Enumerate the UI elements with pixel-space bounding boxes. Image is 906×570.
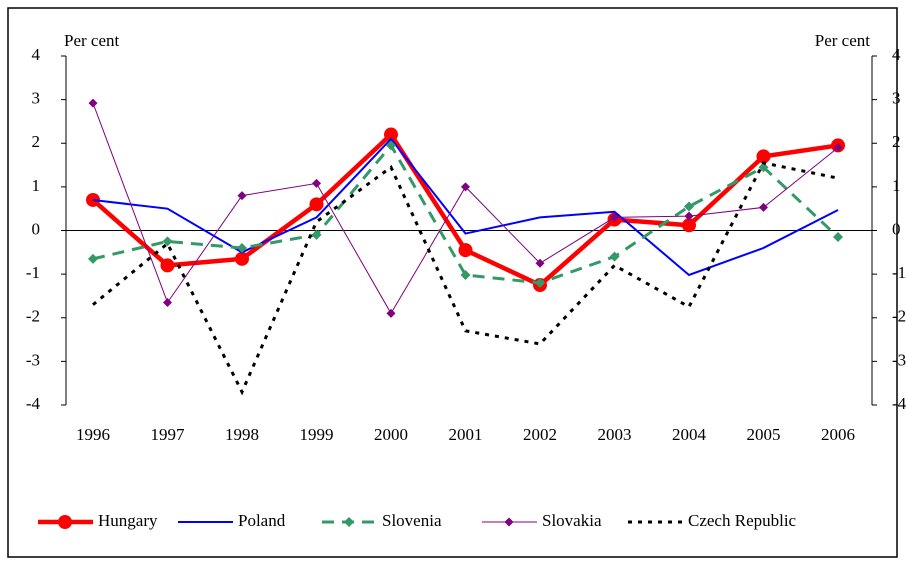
legend-marker: [504, 517, 514, 527]
data-point: [458, 243, 473, 258]
data-point: [163, 297, 172, 307]
legend-label: Poland: [238, 511, 286, 530]
data-point: [610, 212, 619, 222]
data-point: [386, 308, 396, 318]
data-point: [833, 143, 843, 153]
data-point: [460, 269, 471, 280]
data-point: [88, 98, 98, 108]
data-point: [461, 182, 470, 192]
y-axis-label: Per cent: [64, 31, 120, 50]
y2-tick-label: -3: [892, 350, 906, 369]
data-point: [684, 201, 694, 212]
legend-marker: [344, 517, 354, 527]
data-point: [237, 191, 247, 201]
data-point: [758, 162, 769, 173]
x-tick-label: 2001: [449, 425, 483, 444]
legend-label: Hungary: [98, 511, 158, 530]
y2-tick-label: -1: [892, 263, 906, 282]
x-tick-label: 1998: [225, 425, 259, 444]
legend-label: Czech Republic: [688, 511, 797, 530]
data-point: [162, 236, 173, 247]
data-point: [609, 251, 620, 262]
legend-label: Slovenia: [382, 511, 442, 530]
y2-tick-label: 0: [892, 219, 901, 238]
y2-axis-label: Per cent: [815, 31, 871, 50]
series-line: [92, 137, 839, 277]
data-point: [682, 218, 696, 233]
y-tick-label: 2: [32, 132, 41, 151]
data-point: [759, 202, 768, 212]
y-tick-label: 1: [32, 176, 41, 195]
x-tick-label: 1997: [151, 425, 186, 444]
x-tick-label: 2004: [672, 425, 707, 444]
y2-tick-label: -2: [892, 307, 906, 326]
data-point: [235, 251, 249, 266]
x-tick-label: 1999: [300, 425, 334, 444]
series-line: [92, 142, 840, 285]
y2-tick-label: 2: [892, 132, 901, 151]
data-point: [309, 197, 324, 212]
x-tick-label: 2000: [374, 425, 408, 444]
y-tick-label: 4: [32, 45, 41, 64]
x-tick-label: 1996: [76, 425, 110, 444]
data-point: [311, 229, 322, 240]
chart-frame: [7, 7, 898, 558]
x-tick-label: 2005: [747, 425, 781, 444]
y2-tick-label: 3: [892, 89, 901, 108]
data-point: [535, 258, 545, 268]
data-point: [88, 253, 98, 264]
x-tick-label: 2002: [523, 425, 557, 444]
y2-tick-label: -4: [892, 394, 906, 413]
y-tick-label: 3: [32, 89, 41, 108]
y-tick-label: -2: [26, 307, 40, 326]
y-tick-label: -3: [26, 350, 40, 369]
data-point: [535, 277, 545, 288]
data-point: [160, 258, 175, 273]
data-point: [833, 232, 843, 243]
series-line: [92, 161, 839, 396]
y2-tick-label: 1: [892, 176, 901, 195]
data-point: [684, 211, 694, 221]
y-tick-label: 0: [32, 219, 41, 238]
data-point: [756, 149, 771, 164]
data-point: [312, 178, 321, 188]
y-tick-label: -4: [26, 394, 41, 413]
data-point: [386, 140, 396, 151]
data-point: [237, 242, 247, 253]
x-tick-label: 2003: [598, 425, 632, 444]
y-tick-label: -1: [26, 263, 40, 282]
y2-tick-label: 4: [892, 45, 901, 64]
data-point: [384, 127, 398, 142]
legend-label: Slovakia: [542, 511, 602, 530]
x-tick-label: 2006: [821, 425, 855, 444]
legend-marker: [58, 515, 72, 529]
